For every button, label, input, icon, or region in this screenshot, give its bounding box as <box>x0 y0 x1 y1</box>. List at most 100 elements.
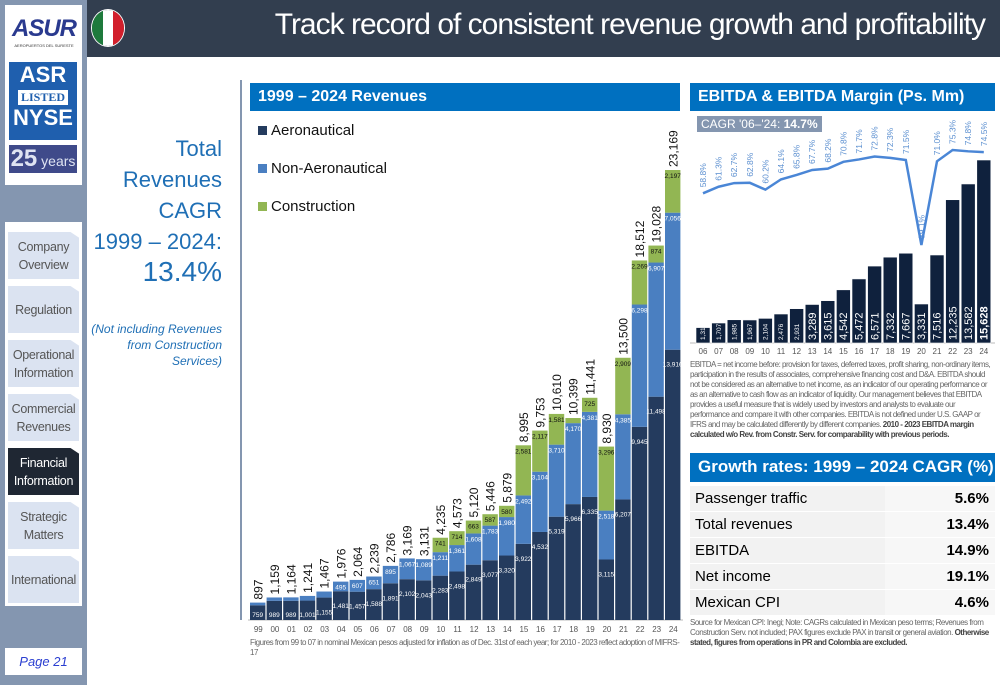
x-tick-label: 04 <box>337 625 346 634</box>
table-row: Total revenues 13.4% <box>690 512 995 537</box>
years-word: years <box>41 153 76 169</box>
ebitda-bar <box>820 300 836 344</box>
cagr-line-3: CAGR <box>158 198 222 223</box>
ebitda-bar <box>867 265 882 344</box>
x-tick-label: 08 <box>730 347 739 356</box>
ebitda-label: 1,317 <box>700 323 707 340</box>
asur-logo-subtitle: AEROPUERTOS DEL SURESTE <box>14 43 74 48</box>
sidebar-item-financial-information[interactable]: Financial Information <box>8 448 79 495</box>
margin-label: 67.7% <box>807 139 817 164</box>
ebitda-label: 5,472 <box>854 312 866 340</box>
revenues-chart-title: 1999 – 2024 Revenues <box>250 83 680 111</box>
ebitda-label: 2,476 <box>778 323 785 340</box>
bar-aeronautical <box>432 575 448 620</box>
total-label: 18,512 <box>633 220 647 257</box>
total-label: 3,131 <box>417 526 431 556</box>
segment-label: 1,783 <box>482 529 499 536</box>
sidebar-item-strategic-matters[interactable]: Strategic Matters <box>8 502 79 549</box>
bar-non-aeronautical <box>598 510 614 560</box>
sidebar-item-regulation[interactable]: Regulation <box>8 286 79 333</box>
margin-label: 72.8% <box>870 126 880 151</box>
total-label: 8,930 <box>600 413 614 443</box>
margin-label: 58.8% <box>698 163 708 188</box>
ebitda-footnote-bold: 2010 - 2023 EBITDA margin calculated w/o… <box>690 420 974 439</box>
segment-label: 587 <box>485 517 496 524</box>
ebitda-bar <box>711 322 726 344</box>
x-tick-label: 18 <box>569 625 578 634</box>
x-tick-label: 00 <box>270 625 279 634</box>
total-label: 897 <box>251 579 265 599</box>
x-tick-label: 09 <box>420 625 429 634</box>
row-value: 19.1% <box>885 564 995 589</box>
bar-aeronautical <box>598 559 614 620</box>
header-bar <box>87 0 1000 57</box>
x-tick-label: 23 <box>652 625 661 634</box>
row-label: EBITDA <box>690 538 885 563</box>
segment-label: 1,980 <box>499 520 516 527</box>
bar-aeronautical <box>283 600 299 620</box>
bar-non-aeronautical <box>515 495 531 544</box>
segment-label: 5,966 <box>565 516 582 523</box>
segment-label: 989 <box>285 612 296 619</box>
x-tick-label: 13 <box>808 347 817 356</box>
bar-aeronautical <box>333 591 349 620</box>
x-tick-label: 11 <box>453 625 462 634</box>
ebitda-label: 2,931 <box>794 323 801 340</box>
logo-panel: ASUR AEROPUERTOS DEL SURESTE ASR LISTED … <box>5 5 82 185</box>
bar-non-aeronautical <box>333 581 349 592</box>
segment-label: 2,102 <box>399 591 416 598</box>
x-tick-label: 17 <box>553 625 562 634</box>
sidebar-item-company-overview[interactable]: Company Overview <box>8 232 79 279</box>
table-row: Passenger traffic 5.6% <box>690 486 995 511</box>
ebitda-label: 2,104 <box>763 323 770 340</box>
bar-non-aeronautical <box>416 559 432 581</box>
bar-construction <box>482 514 498 526</box>
bar-non-aeronautical <box>465 533 482 565</box>
segment-label: 759 <box>252 612 263 619</box>
sidebar-item-commercial-revenues[interactable]: Commercial Revenues <box>8 394 79 441</box>
x-tick-label: 10 <box>436 625 445 634</box>
legend-aeronautical: Aeronautical <box>258 122 354 139</box>
bar-aeronautical <box>399 579 415 620</box>
segment-label: 3,104 <box>532 475 549 482</box>
bar-aeronautical <box>382 583 399 620</box>
ebitda-label: 1,707 <box>716 323 723 340</box>
segment-label: 895 <box>385 569 396 576</box>
row-label: Net income <box>690 564 885 589</box>
bar-aeronautical <box>665 349 681 620</box>
bar-construction <box>515 445 531 496</box>
legend-label: Non-Aeronautical <box>271 160 387 177</box>
sidebar-item-operational-information[interactable]: Operational Information <box>8 340 79 387</box>
ebitda-bar <box>789 308 804 344</box>
bar-aeronautical <box>465 564 482 620</box>
margin-label: 72.3% <box>885 127 895 152</box>
segment-label: 11,498 <box>646 409 666 416</box>
ebitda-label: 15,628 <box>978 306 990 340</box>
years-number: 25 <box>10 145 38 172</box>
total-label: 2,239 <box>368 543 382 573</box>
bar-non-aeronautical <box>349 579 365 592</box>
sidebar-nav: Company Overview Regulation Operational … <box>5 222 82 606</box>
margin-label: 65.8% <box>792 144 802 169</box>
segment-label: 1,481 <box>333 603 350 610</box>
margin-label: 60.2% <box>760 159 770 184</box>
growth-footnote-text: Source for Mexican CPI: Inegi; Note: CAG… <box>690 618 984 637</box>
total-label: 13,500 <box>617 318 631 355</box>
ebitda-bar <box>960 183 976 344</box>
bar-aeronautical <box>532 531 548 620</box>
segment-label: 3,320 <box>499 568 516 575</box>
bar-non-aeronautical <box>266 597 282 601</box>
total-label: 11,441 <box>583 359 597 395</box>
margin-label: 71.7% <box>854 129 864 154</box>
ebitda-label: 1,985 <box>731 323 738 340</box>
ebitda-label: 13,582 <box>963 306 975 340</box>
exchange: NYSE <box>13 105 73 130</box>
row-label: Passenger traffic <box>690 486 885 511</box>
margin-line <box>702 148 984 246</box>
bar-construction <box>499 505 515 518</box>
x-tick-label: 10 <box>761 347 770 356</box>
bar-non-aeronautical <box>565 423 581 505</box>
segment-label: 2,283 <box>432 588 449 595</box>
sidebar-item-international[interactable]: International <box>8 556 79 603</box>
bar-non-aeronautical <box>532 471 548 532</box>
